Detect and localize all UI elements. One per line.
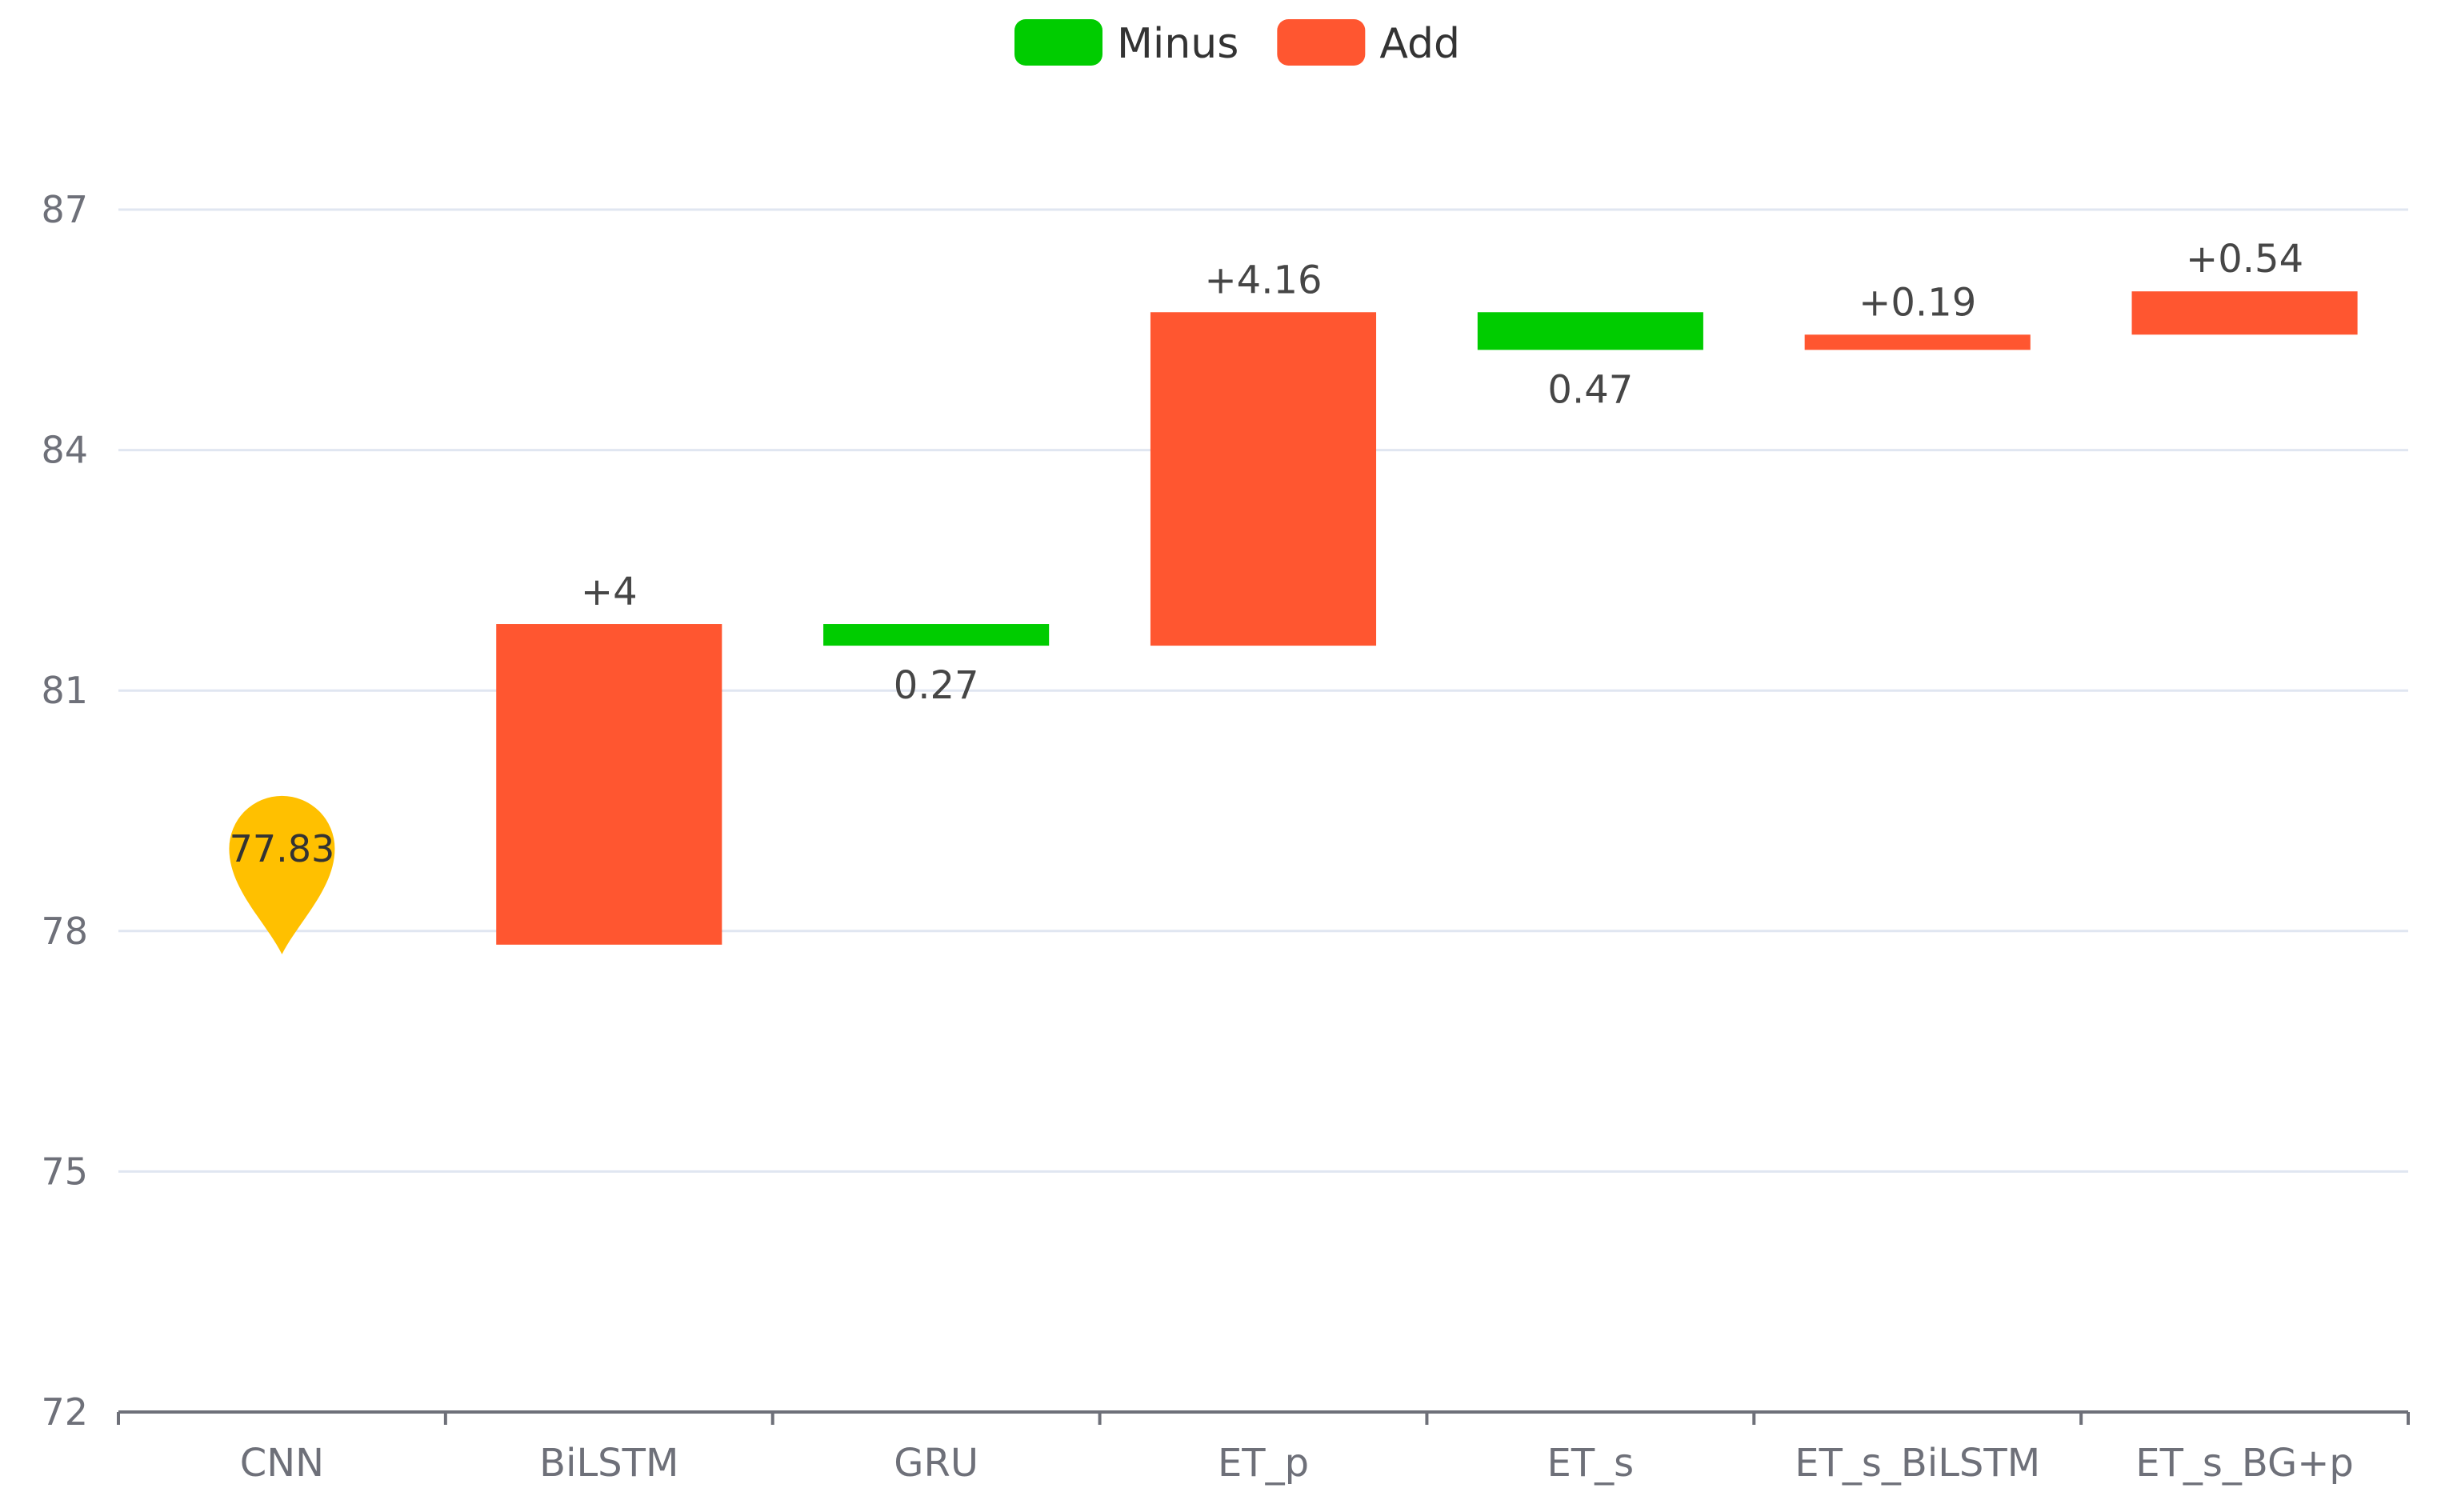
y-tick-label: 75	[41, 1150, 88, 1193]
legend-label: Add	[1379, 20, 1460, 68]
bar-add	[1804, 334, 2031, 350]
pin-marker	[229, 795, 335, 954]
y-tick-label: 81	[41, 669, 88, 712]
x-tick-label: CNN	[240, 1441, 324, 1486]
data-label: +0.19	[1859, 280, 1976, 325]
bars	[496, 291, 2358, 945]
data-label: +4	[581, 570, 638, 614]
x-tick-label: ET_s	[1547, 1441, 1635, 1486]
base-marker: 77.83	[229, 795, 335, 954]
data-label: +0.54	[2186, 237, 2303, 282]
y-tick-label: 84	[41, 429, 88, 472]
y-tick-label: 72	[41, 1390, 88, 1434]
x-tick-label: BiLSTM	[539, 1441, 678, 1486]
y-tick-label: 87	[41, 188, 88, 231]
legend-swatch	[1014, 19, 1102, 66]
x-tick-label: ET_s_BG+p	[2135, 1441, 2354, 1486]
bar-add	[2131, 291, 2358, 335]
bar-minus	[823, 624, 1050, 646]
bar-add	[1150, 312, 1377, 646]
x-tick-label: ET_s_BiLSTM	[1795, 1441, 2040, 1486]
x-axis: CNN BiLSTM GRU ET_p ET_s ET_s_BiLSTM ET_s_BG+p	[117, 1410, 2410, 1486]
x-tick-label: GRU	[894, 1441, 978, 1486]
legend-label: Minus	[1117, 20, 1239, 68]
bar-minus	[1477, 312, 1703, 350]
legend: Minus Add	[1014, 19, 1460, 68]
legend-swatch	[1277, 19, 1366, 66]
data-label: 0.27	[894, 663, 979, 708]
data-label: 0.47	[1547, 367, 1633, 412]
x-tick-label: ET_p	[1218, 1441, 1309, 1486]
y-axis: 72 75 78 81 84 87	[41, 188, 88, 1434]
y-tick-label: 78	[41, 910, 88, 953]
pin-label: 77.83	[230, 827, 335, 870]
bar-add	[496, 624, 722, 945]
value-labels: +4 0.27 +4.16 0.47 +0.19 +0.54	[581, 237, 2303, 708]
data-label: +4.16	[1204, 258, 1322, 302]
